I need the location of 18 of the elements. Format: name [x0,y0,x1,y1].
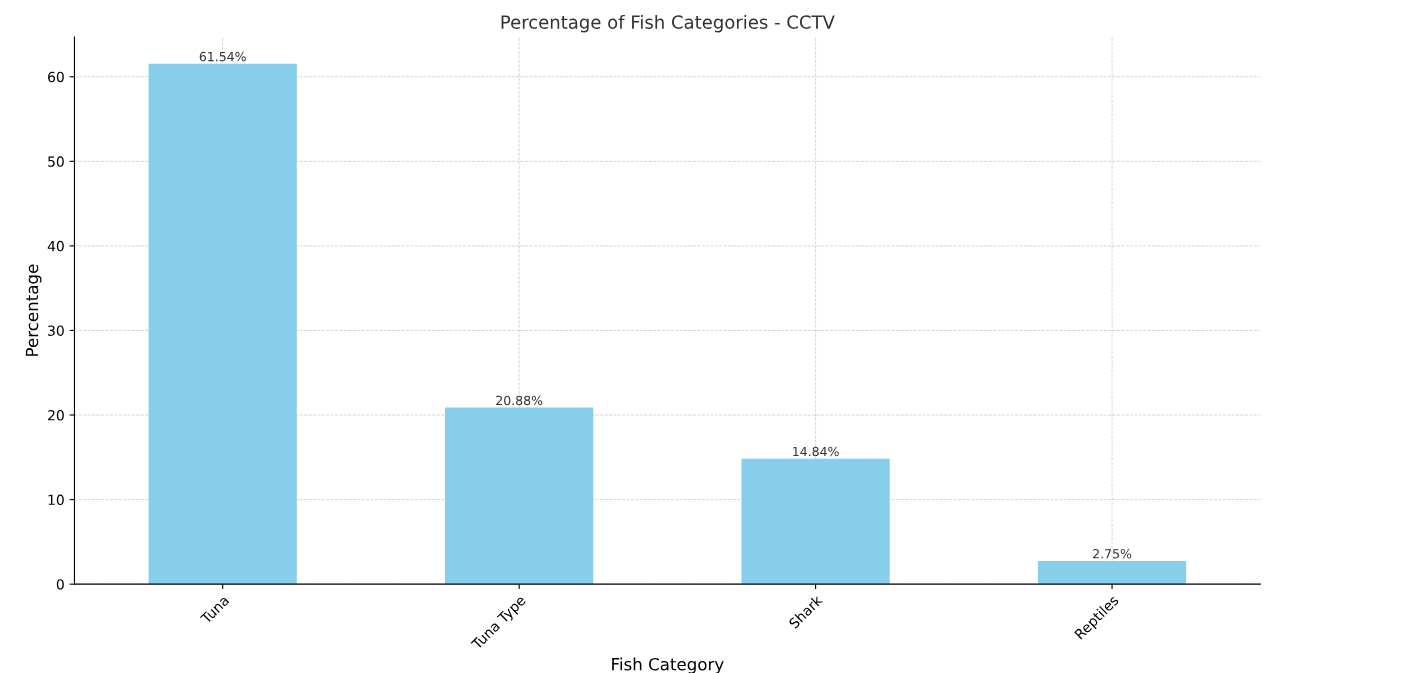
bar [741,458,890,585]
data-label: 20.88% [496,395,543,406]
y-tick-label: 40 [47,240,64,252]
bar [148,63,297,585]
data-label: 2.75% [1093,549,1132,559]
data-label: 61.54% [199,51,246,62]
y-axis-title: Percentage [25,264,42,356]
bar [445,407,594,585]
data-label: 14.84% [793,446,839,457]
y-tick-label: 30 [48,325,64,336]
y-tick-label: 20 [48,410,64,421]
chart-title: Percentage of Fish Categories - CCTV [501,14,835,33]
y-tick-label: 50 [48,156,64,167]
bar [1037,560,1187,585]
y-tick-label: 0 [56,579,64,590]
y-tick-label: 10 [48,494,64,506]
y-tick-label: 60 [48,71,64,83]
x-axis-title: Fish Category [612,657,724,673]
